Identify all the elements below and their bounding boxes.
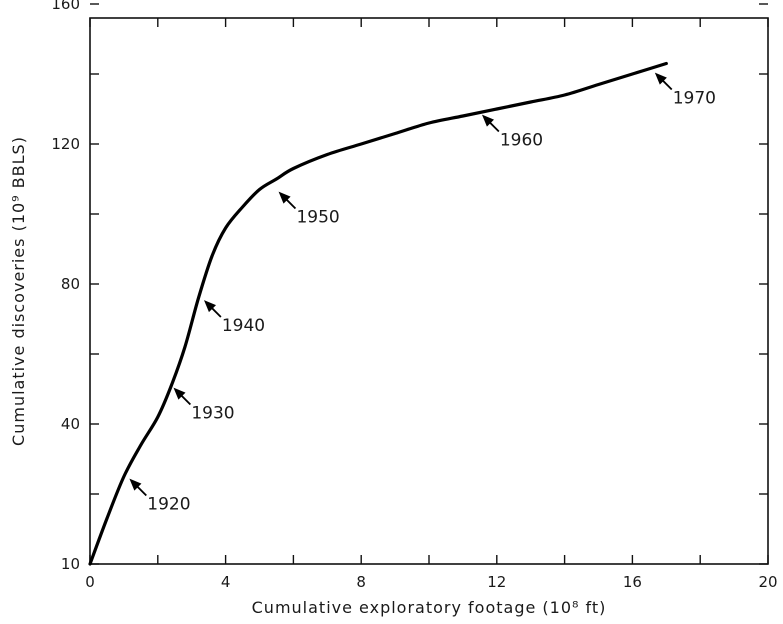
y-tick-label: 40 bbox=[61, 415, 80, 433]
annotation-arrow-line bbox=[135, 485, 147, 497]
y-tick-label: 80 bbox=[61, 275, 80, 293]
annotation-arrow-line bbox=[179, 394, 191, 406]
annotation-1930: 1930 bbox=[173, 387, 235, 424]
annotation-arrowhead bbox=[129, 478, 142, 491]
y-axis-label: Cumulative discoveries (10⁹ BBLS) bbox=[9, 136, 28, 446]
annotation-1940: 1940 bbox=[203, 300, 265, 336]
plot-frame bbox=[89, 17, 769, 565]
annotation-1970: 1970 bbox=[654, 72, 716, 109]
discovery-curve bbox=[88, 61, 668, 566]
annotation-arrow-line bbox=[210, 306, 222, 318]
annotation-label: 1930 bbox=[191, 404, 234, 424]
annotation-arrow-line bbox=[488, 121, 500, 133]
x-tick-label: 8 bbox=[356, 573, 366, 591]
x-axis-label: Cumulative exploratory footage (10⁸ ft) bbox=[252, 598, 607, 617]
annotation-label: 1950 bbox=[296, 208, 339, 228]
annotation-arrowhead bbox=[481, 114, 494, 127]
x-tick-label: 0 bbox=[85, 573, 95, 591]
annotation-label: 1940 bbox=[222, 316, 265, 336]
axis-tick-labels: 0 4 8 12 16 20 10 40 80 120 160 bbox=[51, 0, 777, 591]
x-tick-label: 12 bbox=[487, 573, 506, 591]
annotation-arrowhead bbox=[203, 300, 217, 313]
y-tick-label: 160 bbox=[51, 0, 80, 13]
axis-ticks bbox=[89, 3, 769, 565]
y-tick-label: 10 bbox=[61, 555, 80, 573]
year-annotations: 1920 1930 1940 1950 1960 1970 bbox=[129, 72, 716, 515]
annotation-arrowhead bbox=[173, 387, 186, 400]
annotation-arrowhead bbox=[654, 72, 667, 85]
annotation-label: 1960 bbox=[500, 131, 543, 151]
x-tick-label: 4 bbox=[221, 573, 231, 591]
annotation-1950: 1950 bbox=[278, 191, 340, 228]
x-tick-label: 20 bbox=[758, 573, 777, 591]
annotation-arrow-line bbox=[661, 79, 673, 91]
annotation-arrowhead bbox=[278, 191, 291, 204]
annotation-label: 1920 bbox=[147, 495, 190, 515]
annotation-label: 1970 bbox=[673, 89, 716, 109]
annotation-1960: 1960 bbox=[481, 114, 543, 151]
y-tick-label: 120 bbox=[51, 135, 80, 153]
annotation-1920: 1920 bbox=[129, 478, 191, 515]
x-tick-label: 16 bbox=[623, 573, 642, 591]
annotation-arrow-line bbox=[285, 198, 297, 210]
